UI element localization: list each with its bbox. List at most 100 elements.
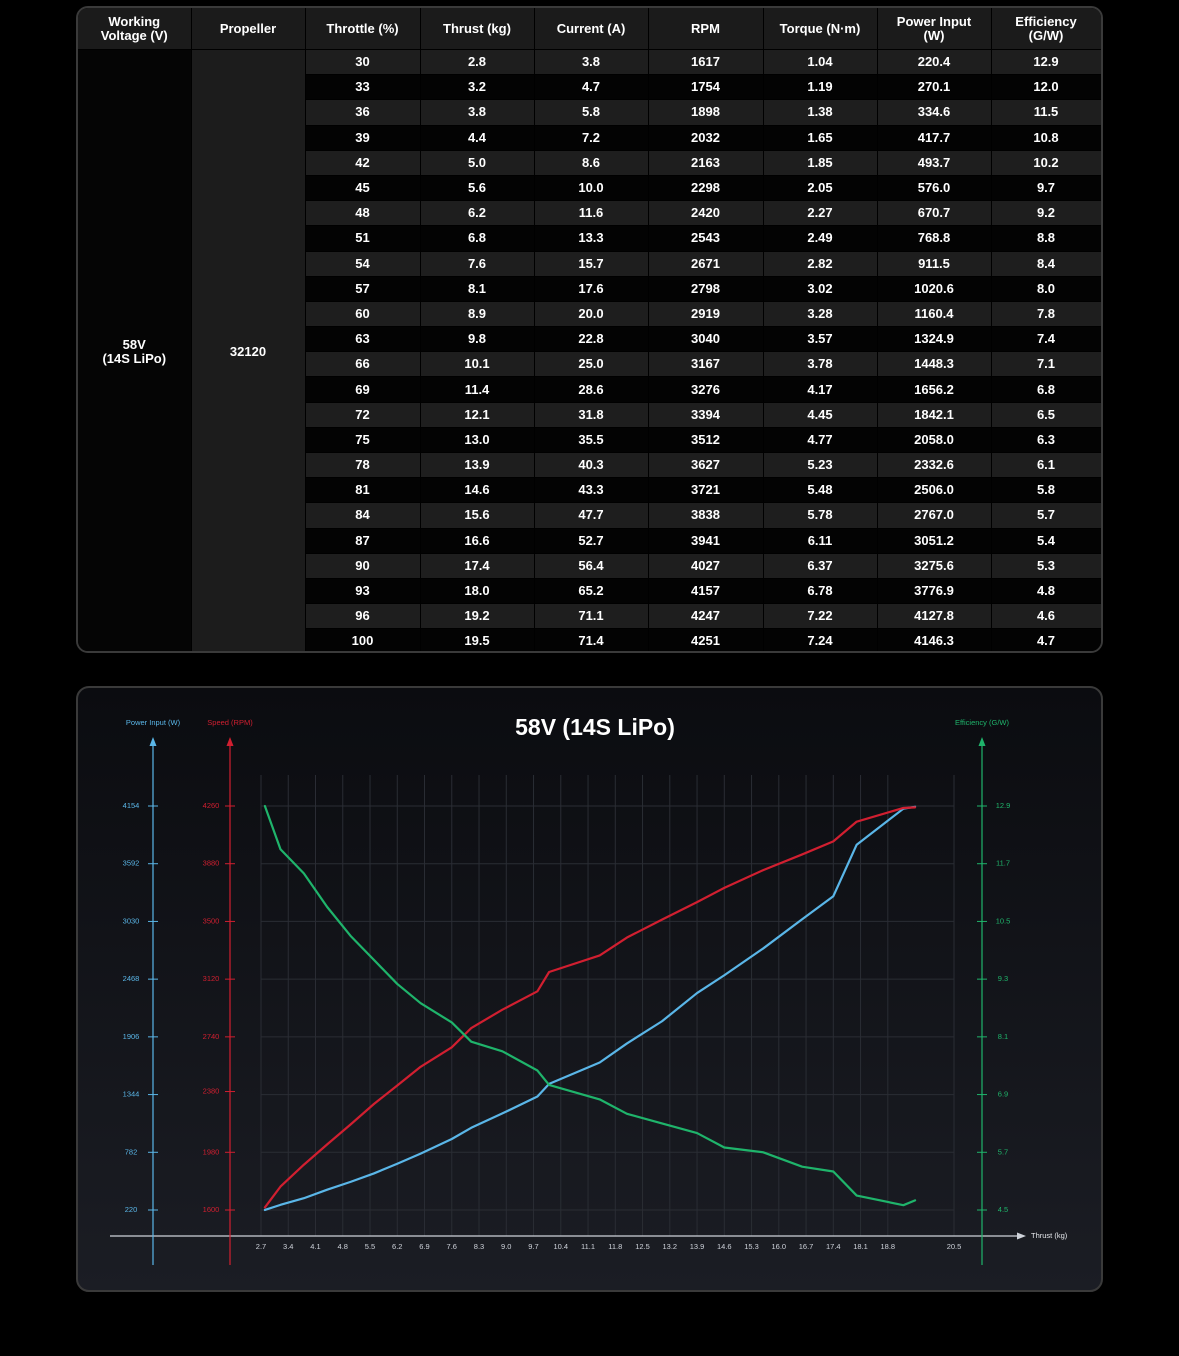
- data-cell: 911.5: [877, 251, 992, 277]
- data-cell: 2.49: [763, 225, 878, 252]
- data-cell: 7.2: [534, 125, 649, 151]
- x-tick-label: 15.3: [744, 1242, 759, 1251]
- data-line: [263, 805, 917, 1212]
- data-cell: 78: [305, 452, 421, 479]
- data-cell: 28.6: [534, 376, 649, 403]
- data-cell: 84: [305, 502, 421, 529]
- data-cell: 96: [305, 603, 421, 630]
- y-tick-label: 1344: [123, 1090, 140, 1099]
- table-row: 96 19.2 71.1 4247 7.22 4127.8 4.6: [78, 603, 1101, 630]
- data-cell: 5.8: [991, 477, 1101, 504]
- table-row: 54 7.6 15.7 2671 2.82 911.5 8.4: [78, 251, 1101, 277]
- data-cell: 9.2: [991, 200, 1101, 227]
- data-cell: 35.5: [534, 427, 649, 454]
- data-cell: 17.4: [420, 553, 535, 579]
- data-cell: 65.2: [534, 578, 649, 605]
- data-cell: 14.6: [420, 477, 535, 504]
- data-cell: 7.4: [991, 326, 1101, 353]
- data-table: Working Voltage (V) Propeller Throttle (%)…: [78, 8, 1101, 651]
- data-cell: 11.5: [991, 99, 1101, 126]
- data-cell: 2543: [648, 225, 764, 252]
- table-row: 93 18.0 65.2 4157 6.78 3776.9 4.8: [78, 578, 1101, 605]
- table-row: 57 8.1 17.6 2798 3.02 1020.6 8.0: [78, 276, 1101, 302]
- data-cell: 8.0: [991, 276, 1101, 302]
- table-row: 36 3.8 5.8 1898 1.38 334.6 11.5: [78, 99, 1101, 126]
- y-tick-label: 3500: [203, 916, 220, 925]
- data-cell: 3275.6: [877, 553, 992, 579]
- data-cell: 2332.6: [877, 452, 992, 479]
- y-tick-label: 10.5: [996, 916, 1011, 925]
- data-cell: 7.24: [763, 628, 878, 651]
- data-cell: 4247: [648, 603, 764, 630]
- data-cell: 3167: [648, 351, 764, 378]
- data-cell: 3276: [648, 376, 764, 403]
- data-cell: 11.4: [420, 376, 535, 403]
- data-cell: 10.1: [420, 351, 535, 378]
- data-cell: 75: [305, 427, 421, 454]
- y-tick-label: 2740: [203, 1032, 220, 1041]
- data-cell: 1324.9: [877, 326, 992, 353]
- data-cell: 576.0: [877, 175, 992, 202]
- data-cell: 5.6: [420, 175, 535, 202]
- data-cell: 2.05: [763, 175, 878, 202]
- header-row: Working Voltage (V) Propeller Throttle (%)…: [78, 8, 1101, 50]
- table-row: 78 13.9 40.3 3627 5.23 2332.6 6.1: [78, 452, 1101, 479]
- data-cell: 40.3: [534, 452, 649, 479]
- data-cell: 90: [305, 553, 421, 579]
- data-cell: 22.8: [534, 326, 649, 353]
- y-tick-label: 2468: [123, 974, 140, 983]
- data-cell: 2671: [648, 251, 764, 277]
- data-cell: 72: [305, 402, 421, 428]
- table-row: 51 6.8 13.3 2543 2.49 768.8 8.8: [78, 225, 1101, 252]
- data-cell: 8.1: [420, 276, 535, 302]
- data-cell: 4.6: [991, 603, 1101, 630]
- x-tick-label: 11.1: [581, 1242, 595, 1251]
- data-cell: 8.9: [420, 301, 535, 328]
- data-cell: 2.82: [763, 251, 878, 277]
- data-cell: 3051.2: [877, 528, 992, 554]
- data-cell: 5.8: [534, 99, 649, 126]
- data-line: [263, 804, 917, 1207]
- data-cell: 2032: [648, 125, 764, 151]
- data-cell: 3721: [648, 477, 764, 504]
- data-cell: 7.22: [763, 603, 878, 630]
- propeller-cell: 32120: [191, 49, 306, 651]
- data-cell: 8.4: [991, 251, 1101, 277]
- data-cell: 4251: [648, 628, 764, 651]
- table-row: 48 6.2 11.6 2420 2.27 670.7 9.2: [78, 200, 1101, 227]
- data-cell: 1160.4: [877, 301, 992, 328]
- data-cell: 16.6: [420, 528, 535, 554]
- x-tick-label: 7.6: [447, 1242, 457, 1251]
- chart-panel: [76, 686, 1103, 1292]
- data-cell: 6.3: [991, 427, 1101, 454]
- data-cell: 3.78: [763, 351, 878, 378]
- y-tick-label: 3120: [203, 974, 220, 983]
- y-tick-label: 9.3: [998, 974, 1008, 983]
- x-tick-label: 16.7: [799, 1242, 814, 1251]
- header-cell: RPM: [648, 8, 764, 50]
- data-cell: 47.7: [534, 502, 649, 529]
- data-cell: 4.8: [991, 578, 1101, 605]
- data-cell: 2163: [648, 150, 764, 176]
- table-row: 69 11.4 28.6 3276 4.17 1656.2 6.8: [78, 376, 1101, 403]
- data-cell: 3512: [648, 427, 764, 454]
- y-tick-label: 1980: [203, 1147, 220, 1156]
- x-tick-label: 2.7: [256, 1242, 266, 1251]
- data-cell: 7.8: [991, 301, 1101, 328]
- data-cell: 15.7: [534, 251, 649, 277]
- table-head: Working Voltage (V) Propeller Throttle (%)…: [78, 8, 1101, 50]
- data-cell: 270.1: [877, 74, 992, 101]
- y-tick-label: 3030: [123, 916, 140, 925]
- data-cell: 1448.3: [877, 351, 992, 378]
- y-axis-title: Power Input (W): [126, 718, 181, 727]
- data-cell: 66: [305, 351, 421, 378]
- header-cell: Working Voltage (V): [78, 8, 192, 50]
- chart-title: 58V (14S LiPo): [515, 714, 675, 740]
- data-cell: 3.57: [763, 326, 878, 353]
- data-cell: 3.8: [534, 49, 649, 76]
- table-row: 58V (14S LiPo) 32120 30 2.8 3.8 1617 1.04 220.4…: [78, 49, 1101, 651]
- data-cell: 670.7: [877, 200, 992, 227]
